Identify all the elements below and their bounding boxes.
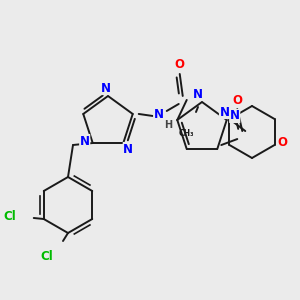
- Text: Cl: Cl: [3, 209, 16, 223]
- Text: N: N: [220, 106, 230, 118]
- Text: O: O: [278, 136, 287, 149]
- Text: O: O: [175, 58, 185, 71]
- Text: H: H: [164, 120, 172, 130]
- Text: N: N: [101, 82, 111, 94]
- Text: N: N: [193, 88, 203, 100]
- Text: O: O: [232, 94, 242, 106]
- Text: N: N: [123, 142, 133, 155]
- Text: N: N: [154, 109, 164, 122]
- Text: N: N: [230, 110, 240, 122]
- Text: Cl: Cl: [40, 250, 53, 263]
- Text: CH₃: CH₃: [178, 129, 194, 138]
- Text: N: N: [80, 134, 90, 148]
